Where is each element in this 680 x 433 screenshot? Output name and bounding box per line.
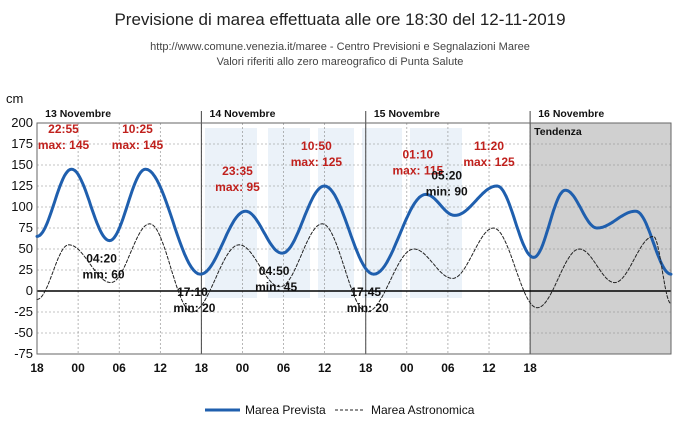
annotation-time: 17:10 [177, 285, 208, 299]
x-tick-label: 06 [441, 361, 455, 375]
x-tick-label: 00 [71, 361, 85, 375]
annotation-value: max: 95 [215, 180, 260, 194]
annotation-value: max: 145 [38, 138, 90, 152]
y-tick-label: 100 [11, 199, 33, 214]
annotation-time: 04:20 [86, 252, 117, 266]
chart-subtitle-reference: Valori riferiti allo zero mareografico d… [217, 56, 464, 68]
y-tick-label: 25 [19, 262, 33, 277]
annotation-time: 11:20 [474, 139, 504, 153]
y-tick-label: -50 [14, 325, 33, 340]
annotation-time: 10:25 [122, 122, 153, 136]
day-label: 16 Novembre [538, 108, 604, 120]
chart-subtitle-url: http://www.comune.venezia.it/maree - Cen… [150, 41, 530, 53]
x-tick-label: 00 [400, 361, 414, 375]
y-tick-label: 175 [11, 136, 33, 151]
day-label: 15 Novembre [374, 108, 440, 120]
watermark-block-1 [268, 128, 310, 298]
chart-title: Previsione di marea effettuata alle ore … [114, 10, 565, 29]
x-tick-label: 18 [359, 361, 373, 375]
plot-area: Tendenza -75 -50 -25 0 25 50 75 100 125 150 175 200 1… [11, 108, 673, 417]
y-tick-label: 125 [11, 178, 33, 193]
x-tick-label: 18 [30, 361, 44, 375]
y-tick-label: 200 [11, 115, 33, 130]
x-tick-label: 06 [277, 361, 291, 375]
annotation-value: max: 125 [463, 155, 515, 169]
y-axis-unit-label: cm [6, 91, 23, 106]
annotation-value: max: 125 [291, 155, 343, 169]
legend-label-astronomica: Marea Astronomica [371, 403, 475, 417]
x-tick-label: 18 [523, 361, 537, 375]
annotation-value: min: 20 [173, 301, 215, 315]
plot-frame [36, 122, 672, 355]
annotation-value: max: 115 [392, 163, 443, 177]
x-tick-label: 18 [195, 361, 209, 375]
x-tick-label: 12 [154, 361, 168, 375]
x-tick-label: 06 [113, 361, 127, 375]
tendenza-shading [530, 123, 671, 354]
x-tick-label: 12 [318, 361, 332, 375]
annotation-value: max: 145 [112, 138, 164, 152]
y-tick-label: -75 [14, 346, 33, 361]
y-tick-label: 150 [11, 157, 33, 172]
annotation-time: 17:45 [350, 285, 381, 299]
day-label: 13 Novembre [45, 108, 111, 120]
annotation-value: min: 60 [83, 268, 125, 282]
legend-label-prevista: Marea Prevista [245, 403, 326, 417]
annotation-time: 10:50 [301, 139, 332, 153]
annotation-time: 22:55 [48, 122, 79, 136]
x-tick-label: 12 [482, 361, 496, 375]
annotation-time: 05:20 [431, 168, 462, 182]
day-label: 14 Novembre [209, 108, 275, 120]
x-tick-label: 00 [236, 361, 250, 375]
annotation-time: 04:50 [259, 264, 290, 278]
y-tick-label: -25 [14, 304, 33, 319]
annotation-time: 01:10 [403, 147, 434, 161]
annotation-value: min: 45 [255, 280, 297, 294]
series-line-astronomica [36, 223, 672, 313]
annotation-time: 23:35 [222, 164, 253, 178]
y-tick-label: 0 [26, 283, 33, 298]
annotation-value: min: 20 [347, 301, 389, 315]
y-tick-label: 75 [19, 220, 33, 235]
watermark-block-2 [318, 128, 354, 298]
tendenza-label: Tendenza [534, 126, 582, 138]
watermark-block-4 [410, 128, 462, 298]
y-tick-label: 50 [19, 241, 33, 256]
series-line-prevista [35, 167, 673, 276]
annotation-value: min: 90 [426, 184, 468, 198]
